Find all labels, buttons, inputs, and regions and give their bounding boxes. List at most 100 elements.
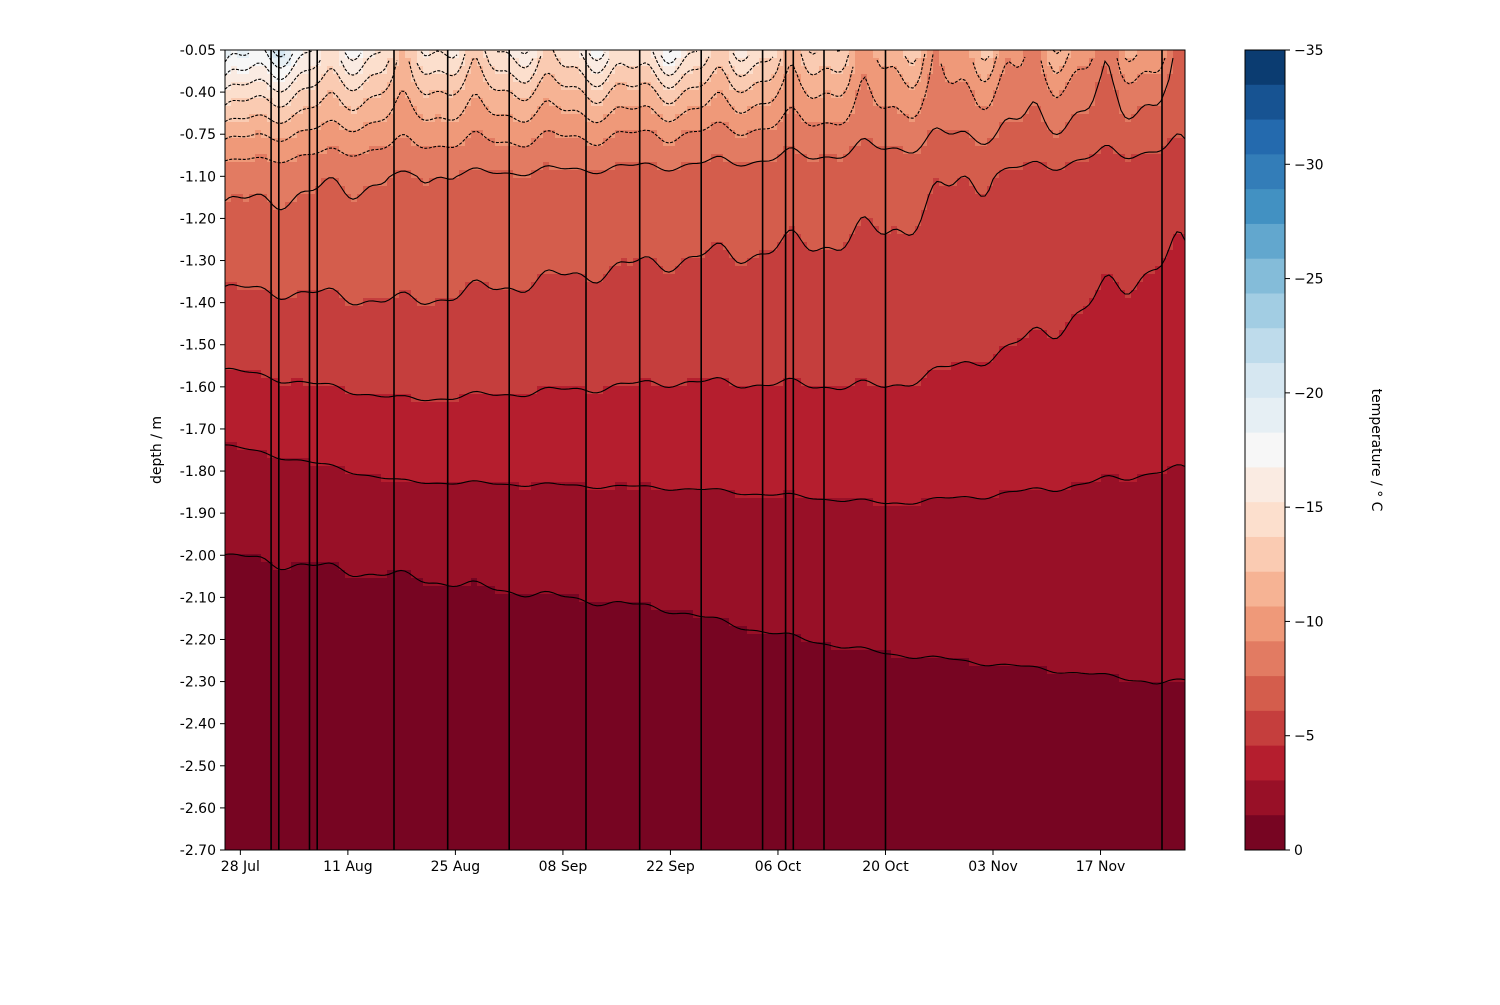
contour-cell bbox=[339, 698, 346, 707]
contour-cell bbox=[429, 250, 436, 259]
contour-cell bbox=[441, 386, 448, 395]
contour-cell bbox=[381, 234, 388, 243]
contour-cell bbox=[345, 786, 352, 795]
contour-cell bbox=[363, 370, 370, 379]
contour-cell bbox=[237, 362, 244, 371]
contour-cell bbox=[465, 434, 472, 443]
contour-cell bbox=[489, 74, 496, 83]
contour-cell bbox=[279, 210, 286, 219]
contour-cell bbox=[405, 298, 412, 307]
contour-cell bbox=[429, 578, 436, 587]
contour-cell bbox=[477, 458, 484, 467]
contour-cell bbox=[339, 826, 346, 835]
contour-cell bbox=[237, 202, 244, 211]
contour-cell bbox=[393, 450, 400, 459]
contour-cell bbox=[447, 138, 454, 147]
contour-cell bbox=[231, 562, 238, 571]
contour-cell bbox=[435, 626, 442, 635]
contour-cell bbox=[417, 666, 424, 675]
contour-cell bbox=[363, 546, 370, 555]
contour-cell bbox=[483, 466, 490, 475]
contour-cell bbox=[243, 634, 250, 643]
contour-cell bbox=[351, 674, 358, 683]
contour-cell bbox=[231, 426, 238, 435]
contour-cell bbox=[477, 618, 484, 627]
contour-cell bbox=[435, 458, 442, 467]
contour-cell bbox=[225, 546, 232, 555]
contour-cell bbox=[249, 746, 256, 755]
contour-cell bbox=[489, 66, 496, 75]
contour-cell bbox=[243, 602, 250, 611]
contour-cell bbox=[501, 842, 508, 850]
contour-cell bbox=[255, 610, 262, 619]
contour-cell bbox=[279, 338, 286, 347]
contour-cell bbox=[447, 482, 454, 491]
contour-cell bbox=[453, 266, 460, 275]
contour-cell bbox=[309, 530, 316, 539]
contour-cell bbox=[435, 98, 442, 107]
contour-cell bbox=[393, 258, 400, 267]
contour-cell bbox=[495, 298, 502, 307]
contour-cell bbox=[393, 346, 400, 355]
contour-cell bbox=[327, 658, 334, 667]
contour-cell bbox=[459, 506, 466, 515]
contour-cell bbox=[453, 738, 460, 747]
contour-cell bbox=[375, 770, 382, 779]
contour-cell bbox=[309, 818, 316, 827]
contour-cell bbox=[363, 794, 370, 803]
contour-cell bbox=[333, 162, 340, 171]
contour-cell bbox=[243, 818, 250, 827]
contour-cell bbox=[483, 330, 490, 339]
contour-cell bbox=[429, 522, 436, 531]
contour-cell bbox=[399, 154, 406, 163]
contour-cell bbox=[357, 402, 364, 411]
contour-cell bbox=[273, 658, 280, 667]
contour-cell bbox=[393, 482, 400, 491]
contour-cell bbox=[441, 794, 448, 803]
contour-cell bbox=[375, 642, 382, 651]
contour-cell bbox=[291, 434, 298, 443]
contour-cell bbox=[363, 418, 370, 427]
contour-cell bbox=[411, 98, 418, 107]
contour-cell bbox=[321, 82, 328, 91]
contour-cell bbox=[345, 442, 352, 451]
contour-cell bbox=[345, 282, 352, 291]
contour-cell bbox=[303, 546, 310, 555]
contour-cell bbox=[273, 546, 280, 555]
contour-cell bbox=[411, 178, 418, 187]
contour-cell bbox=[225, 762, 232, 771]
contour-cell bbox=[237, 682, 244, 691]
contour-cell bbox=[459, 298, 466, 307]
contour-cell bbox=[441, 658, 448, 667]
contour-cell bbox=[471, 98, 478, 107]
contour-cell bbox=[459, 154, 466, 163]
contour-cell bbox=[399, 274, 406, 283]
contour-cell bbox=[321, 626, 328, 635]
contour-cell bbox=[369, 634, 376, 643]
contour-cell bbox=[309, 626, 316, 635]
contour-cell bbox=[417, 410, 424, 419]
contour-cell bbox=[459, 418, 466, 427]
contour-cell bbox=[321, 658, 328, 667]
contour-cell bbox=[375, 450, 382, 459]
contour-cell bbox=[435, 834, 442, 843]
contour-cell bbox=[495, 186, 502, 195]
contour-cell bbox=[495, 122, 502, 131]
contour-cell bbox=[387, 122, 394, 131]
contour-cell bbox=[261, 90, 268, 99]
contour-cell bbox=[489, 706, 496, 715]
contour-cell bbox=[297, 554, 304, 563]
contour-cell bbox=[471, 186, 478, 195]
contour-cell bbox=[417, 298, 424, 307]
contour-cell bbox=[309, 674, 316, 683]
contour-cell bbox=[483, 762, 490, 771]
contour-cell bbox=[237, 450, 244, 459]
contour-cell bbox=[243, 754, 250, 763]
contour-cell bbox=[471, 634, 478, 643]
contour-cell bbox=[297, 610, 304, 619]
contour-cell bbox=[441, 754, 448, 763]
contour-cell bbox=[513, 90, 520, 99]
contour-cell bbox=[411, 522, 418, 531]
contour-cell bbox=[357, 506, 364, 515]
contour-cell bbox=[351, 330, 358, 339]
